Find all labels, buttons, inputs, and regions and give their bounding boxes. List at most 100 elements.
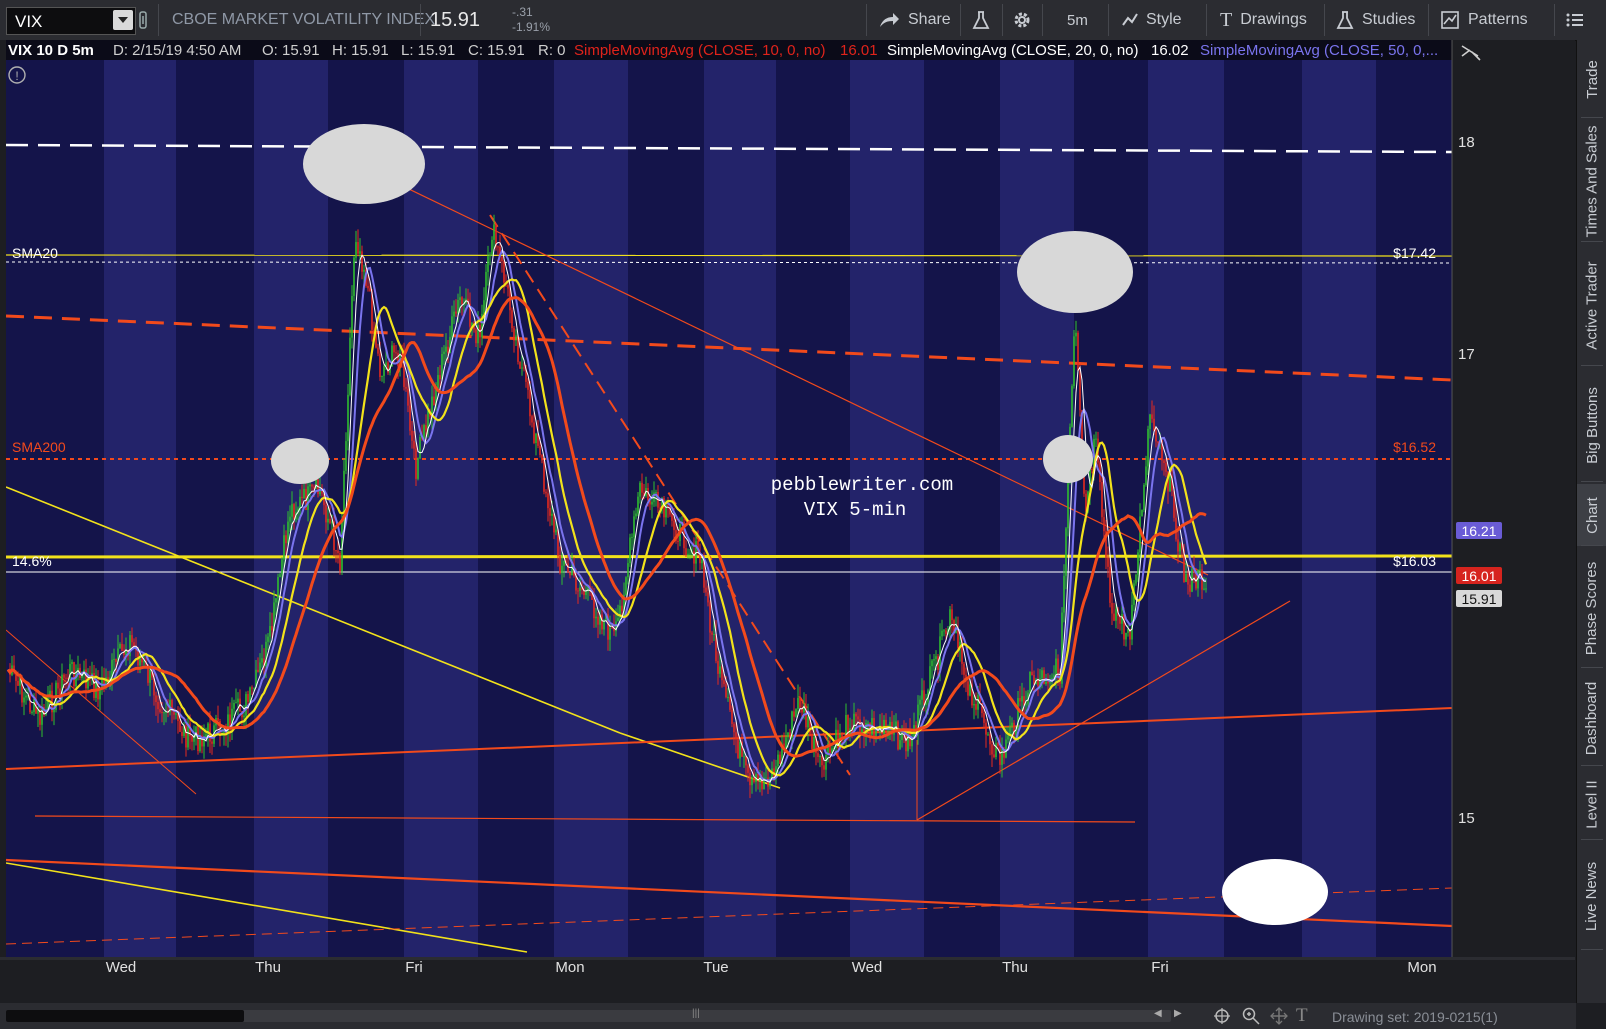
text-tool-icon[interactable]: T — [1296, 1005, 1308, 1026]
candle-body — [961, 641, 963, 664]
symbol-selector[interactable]: VIX — [6, 7, 136, 35]
candle-body — [181, 731, 183, 736]
candle-body — [749, 772, 751, 786]
candle-body — [789, 732, 791, 739]
candle-body — [969, 684, 971, 696]
timeframe-button[interactable]: 5m — [1067, 11, 1088, 29]
right-tab-trade[interactable]: Trade — [1577, 40, 1606, 118]
scrollbar-thumb[interactable] — [6, 1010, 244, 1022]
candle-body — [811, 733, 813, 750]
scroll-right-icon[interactable]: ▶ — [1174, 1008, 1182, 1019]
candle-body — [955, 629, 957, 634]
candle-body — [973, 703, 975, 706]
style-button[interactable]: Style — [1120, 0, 1182, 40]
pan-icon[interactable] — [1270, 1007, 1288, 1025]
candle-body — [1161, 440, 1163, 461]
right-tab-label: Active Trader — [1583, 260, 1601, 350]
candle-body — [875, 730, 877, 737]
scroll-grip-icon: ||| — [692, 1008, 700, 1019]
candle-body — [261, 658, 263, 663]
right-tab-live-news[interactable]: Live News — [1577, 842, 1606, 950]
candle-body — [457, 300, 459, 314]
candle-body — [205, 733, 207, 738]
candle-body — [677, 540, 679, 542]
time-label: Fri — [405, 959, 423, 976]
menu-button[interactable] — [1566, 0, 1584, 40]
candle-body — [1129, 628, 1131, 640]
candle-body — [207, 723, 209, 734]
candle-body — [189, 723, 191, 737]
candle-body — [1043, 670, 1045, 685]
candle-body — [821, 756, 823, 766]
candle-body — [1095, 438, 1097, 440]
drawings-button[interactable]: T Drawings — [1220, 0, 1307, 40]
candle-body — [451, 316, 453, 337]
candle-body — [739, 741, 741, 759]
candle-body — [161, 711, 163, 713]
gear-icon — [1014, 12, 1030, 28]
yellow-trendline-low — [6, 862, 528, 953]
right-tab-label: Live News — [1583, 861, 1601, 931]
candle-body — [87, 677, 89, 689]
candle-body — [487, 256, 489, 272]
zoom-icon[interactable] — [1242, 1007, 1260, 1025]
style-icon — [1122, 13, 1138, 26]
chart-area[interactable]: VIX 10 D 5m D: 2/15/19 4:50 AM O: 15.91 … — [0, 40, 1575, 1003]
right-tab-big-buttons[interactable]: Big Buttons — [1577, 368, 1606, 482]
drawing-set-label[interactable]: Drawing set: 2019-0215(1) — [1332, 1009, 1498, 1025]
candle-body — [535, 433, 537, 444]
horizontal-scrollbar[interactable]: ||| — [6, 1008, 1171, 1022]
candle-body — [121, 644, 123, 651]
candle-body — [887, 729, 889, 731]
candle-body — [231, 708, 233, 730]
candle-body — [201, 735, 203, 747]
right-tab-dashboard[interactable]: Dashboard — [1577, 670, 1606, 766]
candle-body — [323, 493, 325, 506]
candle-body — [361, 251, 363, 272]
candle-body — [1009, 726, 1011, 736]
settings-button[interactable] — [1012, 0, 1032, 40]
right-tab-times-and-sales[interactable]: Times And Sales — [1577, 120, 1606, 242]
scroll-left-icon[interactable]: ◀ — [1154, 1008, 1162, 1019]
studies-button[interactable]: Studies — [1336, 0, 1415, 40]
candle-body — [233, 703, 235, 709]
share-button[interactable]: Share — [878, 0, 951, 40]
link-icon[interactable] — [138, 0, 152, 40]
candle-body — [1001, 748, 1003, 765]
candle-body — [737, 739, 739, 759]
right-tab-phase-scores[interactable]: Phase Scores — [1577, 548, 1606, 668]
drawing-tool-icon[interactable] — [1461, 45, 1481, 61]
candle-body — [417, 458, 419, 479]
right-tab-active-trader[interactable]: Active Trader — [1577, 244, 1606, 366]
session-band — [704, 40, 776, 957]
candle-body — [141, 658, 143, 663]
candle-body — [983, 713, 985, 723]
candle-body — [781, 743, 783, 764]
candle-body — [563, 560, 565, 566]
candle-body — [469, 303, 471, 327]
time-label: Thu — [1002, 959, 1028, 976]
candle-body — [1013, 722, 1015, 735]
right-tab-chart[interactable]: Chart — [1577, 484, 1606, 546]
info-icon[interactable]: ! — [8, 66, 26, 84]
candle-body — [919, 699, 921, 705]
candle-body — [319, 488, 321, 495]
chevron-down-icon[interactable] — [113, 10, 133, 30]
candle-body — [531, 416, 533, 423]
candle-body — [433, 396, 435, 406]
sma10-line — [7, 241, 1206, 783]
crosshair-icon[interactable] — [1213, 1007, 1231, 1025]
text-tool-icon: T — [1220, 8, 1233, 31]
right-tab-level-ii[interactable]: Level II — [1577, 768, 1606, 840]
candle-body — [779, 754, 781, 764]
chart-title: VIX 10 D 5m — [8, 42, 94, 59]
flask-button[interactable] — [972, 0, 990, 40]
candle-body — [1157, 441, 1159, 443]
candle-body — [1109, 566, 1111, 603]
patterns-button[interactable]: Patterns — [1440, 0, 1528, 40]
candle-body — [615, 621, 617, 632]
fib-level-line — [6, 554, 1452, 559]
candle-body — [447, 346, 449, 354]
candle-body — [745, 756, 747, 766]
candle-body — [85, 669, 87, 689]
